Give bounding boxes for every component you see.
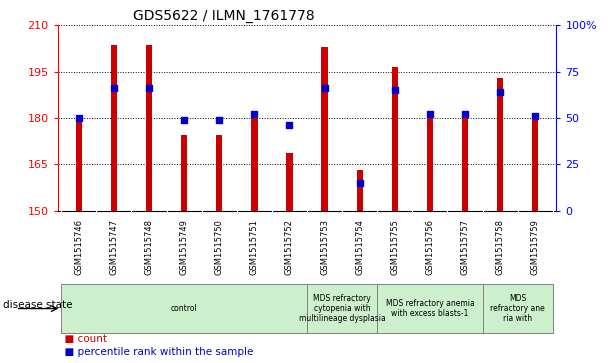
Point: [355, 180, 365, 186]
Bar: [356, 171, 363, 211]
Point: [249, 111, 259, 117]
Bar: [146, 45, 152, 211]
Text: GDS5622 / ILMN_1761778: GDS5622 / ILMN_1761778: [133, 9, 314, 23]
Text: MDS refractory
cytopenia with
multilineage dysplasia: MDS refractory cytopenia with multilinea…: [299, 294, 385, 323]
Point: [109, 85, 119, 91]
Text: ■ count: ■ count: [58, 334, 107, 344]
Bar: [377, 284, 483, 334]
Bar: [532, 113, 539, 211]
Bar: [392, 67, 398, 211]
Point: [425, 111, 435, 117]
Text: MDS refractory anemia
with excess blasts-1: MDS refractory anemia with excess blasts…: [385, 299, 474, 318]
Text: GSM1515749: GSM1515749: [179, 219, 188, 275]
Point: [496, 89, 505, 95]
Bar: [427, 113, 433, 211]
Text: GSM1515747: GSM1515747: [109, 219, 119, 275]
Bar: [286, 154, 292, 211]
Text: GSM1515755: GSM1515755: [390, 219, 399, 275]
Point: [74, 115, 84, 121]
Point: [215, 117, 224, 123]
Bar: [61, 284, 307, 334]
Bar: [497, 78, 503, 211]
Point: [530, 113, 540, 119]
Text: GSM1515759: GSM1515759: [531, 219, 540, 275]
Bar: [75, 117, 82, 211]
Text: MDS
refractory ane
ria with: MDS refractory ane ria with: [490, 294, 545, 323]
Point: [285, 122, 294, 128]
Text: control: control: [171, 304, 198, 313]
Text: GSM1515751: GSM1515751: [250, 219, 259, 275]
Bar: [322, 47, 328, 211]
Text: GSM1515758: GSM1515758: [496, 219, 505, 275]
Bar: [462, 113, 468, 211]
Bar: [483, 284, 553, 334]
Text: GSM1515752: GSM1515752: [285, 219, 294, 275]
Bar: [251, 113, 258, 211]
Bar: [216, 135, 223, 211]
Point: [144, 85, 154, 91]
Text: GSM1515753: GSM1515753: [320, 219, 329, 275]
Text: ■ percentile rank within the sample: ■ percentile rank within the sample: [58, 347, 253, 357]
Text: GSM1515757: GSM1515757: [460, 219, 469, 275]
Text: GSM1515754: GSM1515754: [355, 219, 364, 275]
Text: disease state: disease state: [3, 300, 72, 310]
Point: [390, 87, 399, 93]
Text: GSM1515750: GSM1515750: [215, 219, 224, 275]
Point: [460, 111, 470, 117]
Text: GSM1515748: GSM1515748: [145, 219, 154, 275]
Point: [320, 85, 330, 91]
Point: [179, 117, 189, 123]
Text: GSM1515756: GSM1515756: [426, 219, 435, 275]
Bar: [307, 284, 377, 334]
Bar: [181, 135, 187, 211]
Bar: [111, 45, 117, 211]
Text: GSM1515746: GSM1515746: [74, 219, 83, 275]
